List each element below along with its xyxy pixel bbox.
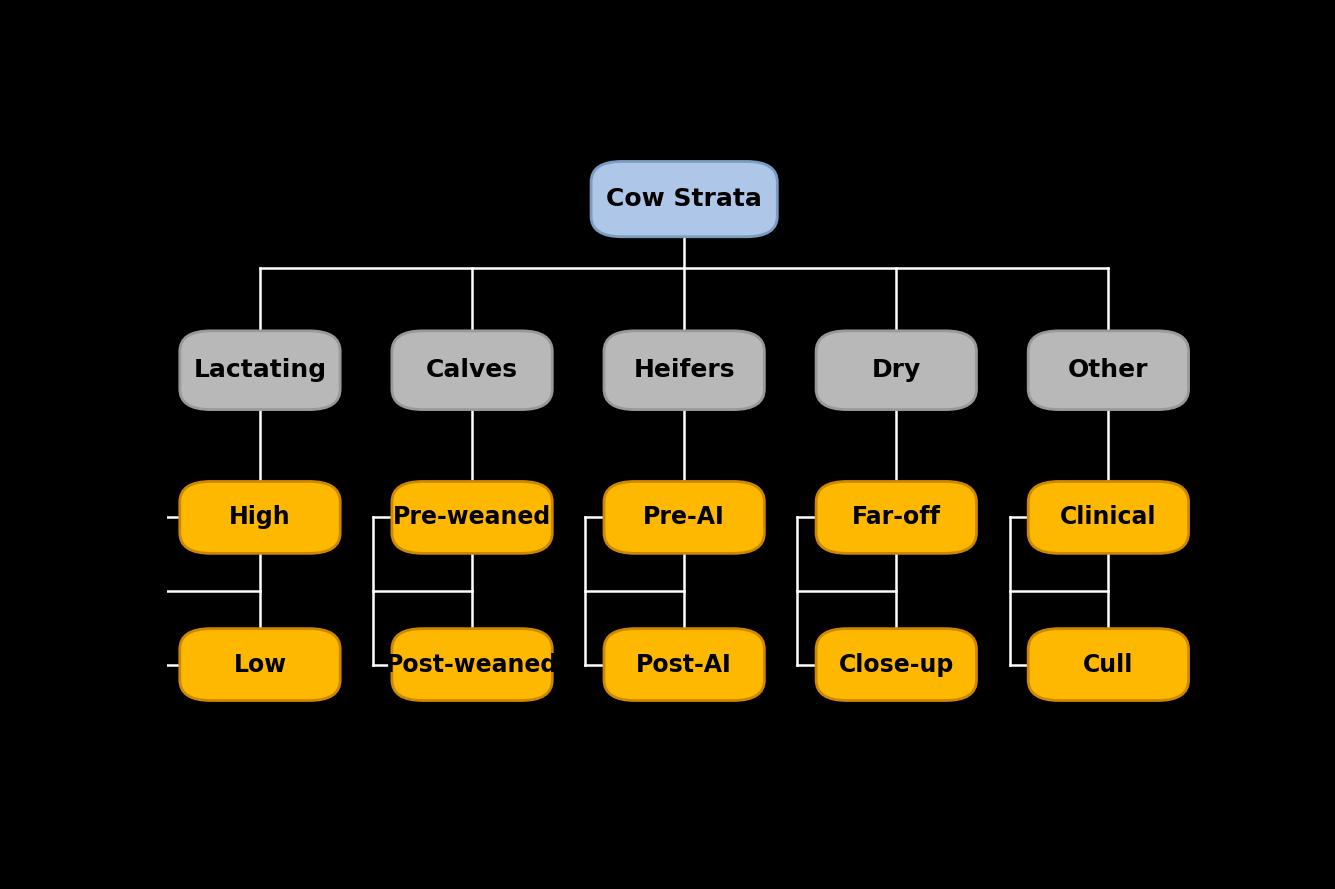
FancyBboxPatch shape xyxy=(180,331,340,410)
FancyBboxPatch shape xyxy=(816,629,976,701)
Text: Close-up: Close-up xyxy=(838,653,955,677)
Text: Far-off: Far-off xyxy=(852,506,941,529)
FancyBboxPatch shape xyxy=(1028,482,1188,553)
Text: Post-weaned: Post-weaned xyxy=(386,653,558,677)
FancyBboxPatch shape xyxy=(180,629,340,701)
FancyBboxPatch shape xyxy=(816,482,976,553)
FancyBboxPatch shape xyxy=(603,482,765,553)
FancyBboxPatch shape xyxy=(816,331,976,410)
Text: Pre-AI: Pre-AI xyxy=(643,506,725,529)
Text: Cull: Cull xyxy=(1083,653,1133,677)
Text: Lactating: Lactating xyxy=(194,358,327,382)
FancyBboxPatch shape xyxy=(392,331,553,410)
FancyBboxPatch shape xyxy=(591,162,777,236)
Text: High: High xyxy=(230,506,291,529)
Text: Clinical: Clinical xyxy=(1060,506,1156,529)
FancyBboxPatch shape xyxy=(392,629,553,701)
Text: Cow Strata: Cow Strata xyxy=(606,187,762,211)
Text: Pre-weaned: Pre-weaned xyxy=(392,506,551,529)
FancyBboxPatch shape xyxy=(1028,331,1188,410)
Text: Heifers: Heifers xyxy=(633,358,736,382)
FancyBboxPatch shape xyxy=(1028,629,1188,701)
FancyBboxPatch shape xyxy=(180,482,340,553)
FancyBboxPatch shape xyxy=(603,629,765,701)
Text: Calves: Calves xyxy=(426,358,518,382)
FancyBboxPatch shape xyxy=(603,331,765,410)
Text: Dry: Dry xyxy=(872,358,921,382)
Text: Low: Low xyxy=(234,653,287,677)
FancyBboxPatch shape xyxy=(392,482,553,553)
Text: Post-AI: Post-AI xyxy=(637,653,732,677)
Text: Other: Other xyxy=(1068,358,1148,382)
